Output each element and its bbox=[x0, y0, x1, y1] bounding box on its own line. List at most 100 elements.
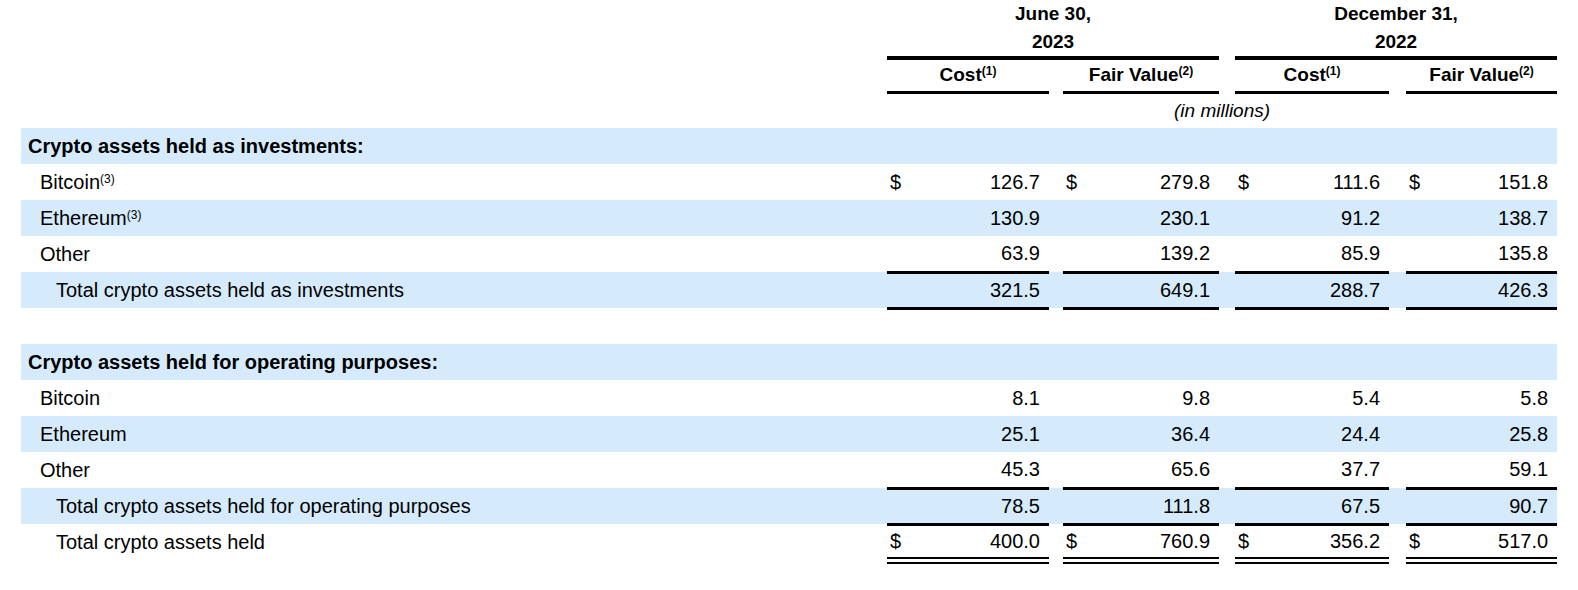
dollar-sign-cell bbox=[1406, 200, 1440, 236]
value-cell: 78.5 bbox=[921, 488, 1049, 524]
column-gap bbox=[1219, 452, 1235, 488]
column-gap bbox=[1389, 488, 1406, 524]
dollar-sign-cell bbox=[887, 272, 921, 308]
column-gap bbox=[1049, 200, 1063, 236]
col-header-cost-2022: Cost(1) bbox=[1235, 58, 1389, 92]
dollar-sign-cell bbox=[887, 488, 921, 524]
column-gap bbox=[1389, 164, 1406, 200]
column-gap bbox=[1219, 58, 1235, 92]
column-gap bbox=[1389, 58, 1406, 92]
table-row-other-investments: Other 63.9 139.2 85.9 135.8 bbox=[21, 236, 1557, 272]
column-gap bbox=[1389, 452, 1406, 488]
col-header-label: Cost bbox=[940, 64, 982, 85]
value-cell: 91.2 bbox=[1269, 200, 1389, 236]
spacer-cell bbox=[21, 58, 887, 92]
row-label-text: Other bbox=[40, 243, 90, 265]
dollar-sign-cell bbox=[1406, 380, 1440, 416]
table-row-grand-total: Total crypto assets held $ 400.0 $ 760.9… bbox=[21, 524, 1557, 560]
column-gap bbox=[1219, 488, 1235, 524]
column-header-row: Cost(1) Fair Value(2) Cost(1) Fair Value… bbox=[21, 58, 1557, 92]
column-gap bbox=[1049, 272, 1063, 308]
column-gap bbox=[1219, 164, 1235, 200]
table-row-ethereum-investments: Ethereum(3) 130.9 230.1 91.2 138.7 bbox=[21, 200, 1557, 236]
footnote-ref: (3) bbox=[127, 208, 142, 222]
value-cell: 9.8 bbox=[1097, 380, 1219, 416]
value-cell: 59.1 bbox=[1440, 452, 1557, 488]
value-cell: 321.5 bbox=[921, 272, 1049, 308]
dollar-sign-cell bbox=[1235, 236, 1269, 272]
value-cell: 25.8 bbox=[1440, 416, 1557, 452]
dollar-sign-cell bbox=[1235, 272, 1269, 308]
col-header-cost-2023: Cost(1) bbox=[887, 58, 1049, 92]
value-cell: 130.9 bbox=[921, 200, 1049, 236]
section-heading: Crypto assets held as investments: bbox=[21, 128, 1557, 164]
value-cell: 111.6 bbox=[1269, 164, 1389, 200]
dollar-sign-cell bbox=[1063, 452, 1097, 488]
row-label: Bitcoin bbox=[21, 380, 887, 416]
column-gap bbox=[1049, 416, 1063, 452]
value-cell: 37.7 bbox=[1269, 452, 1389, 488]
value-cell: 65.6 bbox=[1097, 452, 1219, 488]
value-cell: 126.7 bbox=[921, 164, 1049, 200]
value-cell: 25.1 bbox=[921, 416, 1049, 452]
period-december-31-2022-line2: 2022 bbox=[1235, 28, 1557, 58]
col-header-label: Fair Value bbox=[1429, 64, 1519, 85]
value-cell: 517.0 bbox=[1440, 524, 1557, 560]
value-cell: 5.4 bbox=[1269, 380, 1389, 416]
row-label-text: Bitcoin bbox=[40, 171, 100, 193]
column-gap bbox=[1219, 272, 1235, 308]
value-cell: 8.1 bbox=[921, 380, 1049, 416]
row-label: Ethereum(3) bbox=[21, 200, 887, 236]
column-gap bbox=[1389, 524, 1406, 560]
column-gap bbox=[1219, 236, 1235, 272]
column-gap bbox=[1219, 28, 1235, 58]
value-cell: 63.9 bbox=[921, 236, 1049, 272]
column-gap bbox=[1049, 58, 1063, 92]
period-june-30-2023-line2: 2023 bbox=[887, 28, 1219, 58]
footnote-ref: (3) bbox=[100, 172, 115, 186]
value-cell: 151.8 bbox=[1440, 164, 1557, 200]
col-header-fair-value-2023: Fair Value(2) bbox=[1063, 58, 1219, 92]
column-gap bbox=[1389, 272, 1406, 308]
dollar-sign-cell: $ bbox=[1406, 164, 1440, 200]
dollar-sign-cell bbox=[1063, 380, 1097, 416]
column-gap bbox=[1219, 524, 1235, 560]
row-label: Total crypto assets held as investments bbox=[21, 272, 887, 308]
col-header-label: Fair Value bbox=[1089, 64, 1179, 85]
column-gap bbox=[1389, 416, 1406, 452]
table-row-total-investments: Total crypto assets held as investments … bbox=[21, 272, 1557, 308]
footnote-ref: (2) bbox=[1519, 64, 1534, 78]
row-label-text: Bitcoin bbox=[40, 387, 100, 409]
crypto-assets-table: June 30, December 31, 2023 2022 Cost(1) … bbox=[21, 0, 1557, 564]
period-header-row-1: June 30, December 31, bbox=[21, 0, 1557, 28]
row-label-text: Total crypto assets held bbox=[56, 531, 265, 553]
dollar-sign-cell bbox=[1406, 416, 1440, 452]
value-cell: 24.4 bbox=[1269, 416, 1389, 452]
row-label-text: Total crypto assets held as investments bbox=[56, 279, 404, 301]
dollar-sign-cell bbox=[1235, 200, 1269, 236]
value-cell: 649.1 bbox=[1097, 272, 1219, 308]
dollar-sign-cell: $ bbox=[1235, 524, 1269, 560]
column-gap bbox=[1219, 200, 1235, 236]
dollar-sign-cell bbox=[887, 200, 921, 236]
spacer-cell bbox=[21, 92, 887, 128]
column-gap bbox=[1049, 524, 1063, 560]
dollar-sign-cell bbox=[1235, 416, 1269, 452]
column-gap bbox=[1049, 164, 1063, 200]
dollar-sign-cell bbox=[887, 416, 921, 452]
spacer-cell bbox=[21, 28, 887, 58]
column-gap bbox=[1389, 200, 1406, 236]
spacer-cell bbox=[21, 0, 887, 28]
dollar-sign-cell: $ bbox=[1063, 524, 1097, 560]
row-label-text: Total crypto assets held for operating p… bbox=[56, 495, 471, 517]
footnote-ref: (2) bbox=[1179, 64, 1194, 78]
value-cell: 356.2 bbox=[1269, 524, 1389, 560]
period-header-row-2: 2023 2022 bbox=[21, 28, 1557, 58]
value-cell: 138.7 bbox=[1440, 200, 1557, 236]
value-cell: 135.8 bbox=[1440, 236, 1557, 272]
column-gap bbox=[1049, 236, 1063, 272]
dollar-sign-cell bbox=[1063, 236, 1097, 272]
col-header-fair-value-2022: Fair Value(2) bbox=[1406, 58, 1557, 92]
row-label-text: Ethereum bbox=[40, 207, 127, 229]
section-heading: Crypto assets held for operating purpose… bbox=[21, 344, 1557, 380]
